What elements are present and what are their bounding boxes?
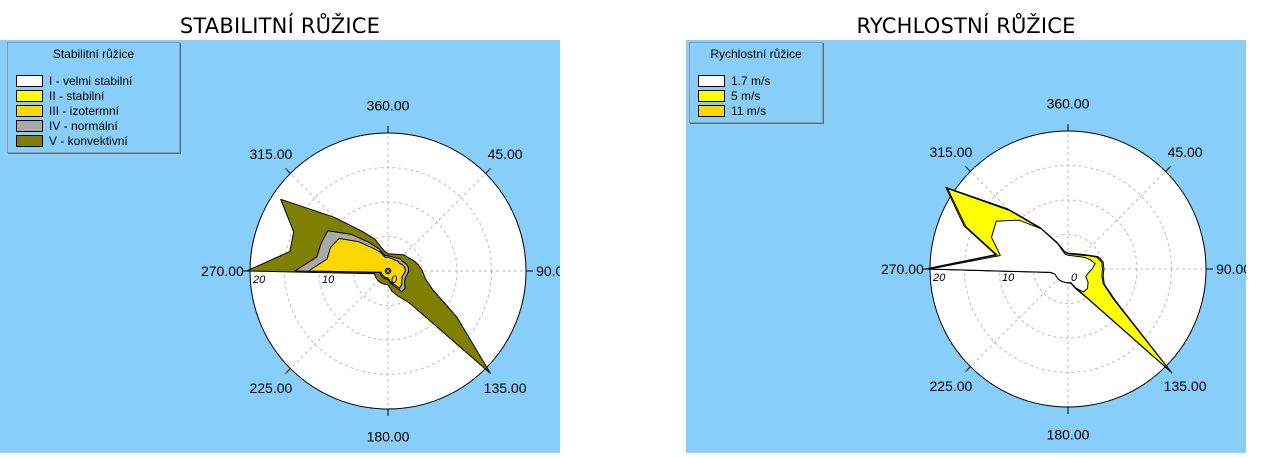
series-area-0 — [386, 269, 390, 273]
chart-title: STABILITNÍ RŮŽICE — [179, 14, 381, 38]
legend: Stabilitní růžice I - velmi stabilní II -… — [7, 42, 180, 153]
legend-label: II - stabilní — [49, 88, 105, 103]
speed-rose-panel: RYCHLOSTNÍ RŮŽICE 360.00 45.00 90.00 135.00… — [686, 0, 1251, 453]
chart-title: RYCHLOSTNÍ RŮŽICE — [856, 14, 1076, 38]
legend-label: IV - normální — [49, 118, 118, 133]
grid-spoke — [1067, 171, 1166, 270]
radial-label: 20 — [932, 272, 946, 284]
radial-label: 10 — [322, 274, 335, 286]
legend-label: V - konvektivní — [49, 133, 128, 148]
stability-rose-chart: 360.00 45.00 90.00 135.00 180.00 225.00 270.00… — [201, 97, 571, 445]
angle-label: 45.00 — [488, 146, 523, 162]
legend-swatch — [16, 119, 43, 132]
angle-label: 180.00 — [1047, 427, 1090, 443]
angle-label: 135.00 — [1164, 378, 1207, 394]
legend-item: IV - normální — [8, 118, 179, 133]
legend-swatch — [16, 89, 43, 102]
legend-label: III - izotermní — [49, 103, 120, 118]
series-area-4 — [246, 198, 491, 374]
stability-rose-panel: STABILITNÍ RŮŽICE 360.00 45.00 90.00 135.00… — [0, 0, 571, 453]
legend-label: 11 m/s — [731, 103, 767, 118]
angle-label: 360.00 — [1047, 95, 1090, 111]
angle-label: 270.00 — [201, 263, 244, 279]
legend-item: 5 m/s — [690, 88, 822, 103]
speed-rose-chart: 360.00 45.00 90.00 135.00 180.00 225.00 270.00… — [881, 95, 1251, 443]
angle-tick — [965, 166, 971, 172]
series-area-0 — [929, 219, 1096, 293]
legend: Rychlostní růžice 1.7 m/s 5 m/s 11 m/s — [689, 42, 823, 123]
legend-item: V - konvektivní — [8, 133, 179, 148]
legend-rows: I - velmi stabilní II - stabilní III - izo… — [8, 73, 179, 152]
angle-label: 360.00 — [367, 97, 410, 113]
legend-item: 1.7 m/s — [690, 73, 822, 88]
angle-tick — [1165, 166, 1171, 172]
angle-tick — [485, 368, 491, 374]
legend-swatch — [16, 104, 43, 117]
angle-tick — [1165, 366, 1171, 372]
series-area-2 — [308, 237, 406, 289]
legend-title: Rychlostní růžice — [710, 47, 802, 61]
legend-label: 5 m/s — [731, 88, 761, 103]
radial-label: 0 — [391, 274, 398, 286]
legend-label: I - velmi stabilní — [49, 73, 133, 88]
angle-label: 90.00 — [536, 263, 560, 279]
grid-spoke — [970, 171, 1069, 270]
legend-label: 1.7 m/s — [731, 73, 771, 88]
legend-item: 11 m/s — [690, 103, 822, 118]
plot-area: 360.00 45.00 90.00 135.00 180.00 225.00 270.00… — [0, 40, 571, 453]
legend-item: I - velmi stabilní — [8, 73, 179, 88]
angle-label: 180.00 — [367, 429, 410, 445]
angle-tick — [285, 168, 291, 174]
plot-area: 360.00 45.00 90.00 135.00 180.00 225.00 270.00… — [686, 40, 1251, 453]
angle-tick — [485, 168, 491, 174]
angle-label: 45.00 — [1168, 144, 1203, 160]
legend-item: II - stabilní — [8, 88, 179, 103]
grid-spoke — [290, 173, 389, 272]
legend-swatch — [698, 74, 725, 87]
grid-spoke — [387, 173, 486, 272]
legend-swatch — [16, 134, 43, 147]
legend-swatch — [698, 89, 725, 102]
legend-swatch — [698, 104, 725, 117]
radial-label: 20 — [252, 274, 266, 286]
legend-item: III - izotermní — [8, 103, 179, 118]
radial-label: 10 — [1002, 272, 1015, 284]
radial-label: 0 — [1071, 272, 1078, 284]
angle-label: 135.00 — [484, 380, 527, 396]
angle-tick — [285, 368, 291, 374]
angle-label: 225.00 — [929, 378, 972, 394]
angle-tick — [965, 366, 971, 372]
legend-title: Stabilitní růžice — [52, 47, 135, 61]
angle-label: 225.00 — [249, 380, 292, 396]
angle-label: 270.00 — [881, 261, 924, 277]
angle-label: 90.00 — [1216, 261, 1246, 277]
legend-rows: 1.7 m/s 5 m/s 11 m/s — [690, 73, 822, 122]
grid-spoke — [290, 270, 389, 369]
legend-swatch — [16, 74, 43, 87]
angle-label: 315.00 — [929, 144, 972, 160]
angle-label: 315.00 — [249, 146, 292, 162]
